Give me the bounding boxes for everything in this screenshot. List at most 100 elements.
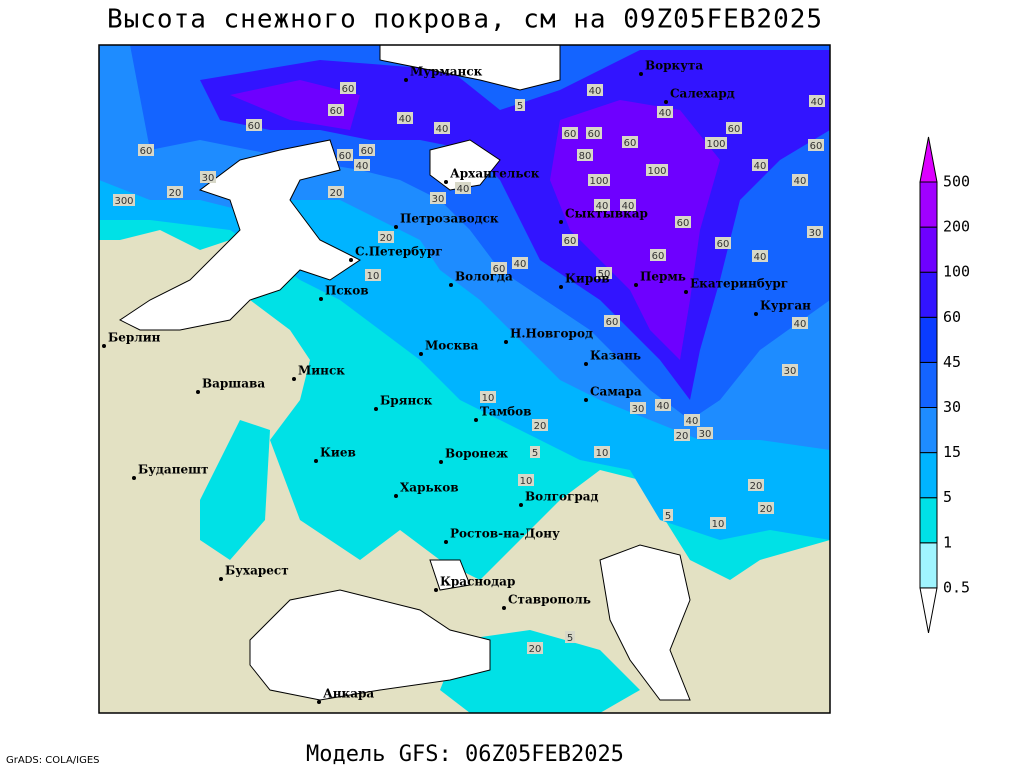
contour-label-box [594,199,610,211]
city-label: Салехард [670,87,735,101]
city-label: Тамбов [480,405,531,419]
contour-label: 60 [564,129,577,140]
city-label: Берлин [108,331,161,345]
contour-label: 5 [665,511,671,522]
contour-label-box [113,194,135,206]
contour-label: 60 [588,129,601,140]
colorbar-high [919,136,938,183]
city-dot [502,606,506,610]
contour-label-box [807,226,823,238]
model-caption: Модель GFS: 06Z05FEB2025 [306,742,624,767]
colorbar-band [919,542,938,589]
colorbar-label: 0.5 [943,578,970,596]
contour-label-box [752,250,768,262]
contour-label: 50 [598,269,611,280]
contour-label: 30 [632,404,645,415]
map-frame [98,44,831,714]
city-label: Самара [590,385,642,399]
contour-label-box [752,159,768,171]
title: Высота снежного покрова, см на 09Z05FEB2… [107,5,823,35]
contour-label-box [596,267,612,279]
city-label: Казань [590,349,641,363]
city-dot [444,540,448,544]
city-dot [102,344,106,348]
city-label: Пермь [640,270,686,284]
city-label: Анкара [323,687,374,701]
contour-label-box [491,262,507,274]
contour-label-box [588,174,610,186]
contour-label-box [674,429,690,441]
contour-label: 60 [606,317,619,328]
city-dot [504,340,508,344]
contour-label: 20 [529,644,542,655]
contour-label-box [782,364,798,376]
contour-label-box [527,642,543,654]
contour-label: 60 [248,121,261,132]
city-label: Сыктывкар [565,207,648,221]
contour-label: 80 [579,151,592,162]
contour-label-box [138,144,154,156]
credit: GrADS: COLA/IGES [6,755,100,766]
contour-label: 60 [140,146,153,157]
contour-label: 20 [169,188,182,199]
city-dot [219,577,223,581]
snow-100-200 [230,80,720,360]
city-label: Харьков [400,481,459,495]
city-dot [519,503,523,507]
city-dot [584,362,588,366]
city-label: Вологда [455,270,513,284]
contour-label: 40 [356,161,369,172]
contour-label: 40 [589,86,602,97]
contour-label-box [518,474,534,486]
contour-label-box [328,104,344,116]
contour-label: 40 [657,401,670,412]
city-dot [584,398,588,402]
colorbar-band [919,181,938,228]
contour-label: 40 [686,416,699,427]
contour-label-box [604,315,620,327]
colorbar-band [919,497,938,544]
contour-label-box [726,122,742,134]
contour-label: 30 [699,429,712,440]
city-dot [664,100,668,104]
contour-label-box [246,119,262,131]
city-label: Киров [565,272,610,286]
contour-label: 40 [622,201,635,212]
city-label: Н.Новгород [510,327,593,341]
contour-label: 20 [380,233,393,244]
contour-label-box [354,159,370,171]
colorbar-label: 30 [943,398,961,416]
city-dot [349,258,353,262]
city-label: Киев [320,446,356,460]
contour-label: 40 [436,124,449,135]
contour-label-box [792,317,808,329]
contour-label: 60 [564,236,577,247]
city-label: Минск [298,364,345,378]
city-dot [684,290,688,294]
contour-label-box [620,199,636,211]
contour-label-box [630,402,646,414]
contour-label-box [657,106,673,118]
contour-label-box [430,192,446,204]
contour-label: 60 [810,141,823,152]
contour-label: 10 [712,519,725,530]
contour-label-box [512,257,528,269]
contour-label-box [562,234,578,246]
contour-label: 100 [589,176,608,187]
colorbar-label: 1 [943,533,952,551]
contour-label-box [337,149,353,161]
city-dot [559,220,563,224]
colorbar-band [919,271,938,318]
colorbar-low [919,587,938,633]
contour-label-box [710,517,726,529]
city-dot [404,78,408,82]
city-dot [374,407,378,411]
contour-label-box [328,186,344,198]
contour-label-box [646,164,668,176]
city-dot [434,588,438,592]
city-label: Курган [760,299,811,313]
city-label: Варшава [202,377,265,391]
